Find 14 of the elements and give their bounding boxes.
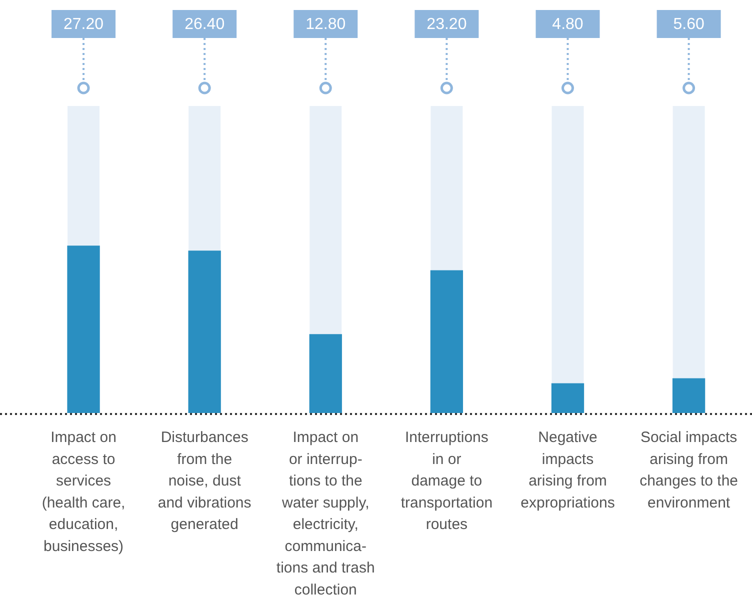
bar bbox=[672, 378, 706, 413]
data-label: 12.80 bbox=[306, 16, 346, 33]
x-tick-label: Disturbances from the noise, dust and vibrations generated bbox=[158, 429, 252, 534]
x-tick-label: Impact on access to services (health care, education, businesses) bbox=[42, 429, 126, 555]
x-tick-label: Impact on or interrup- tions to the water supply, electricity, communica- tions and trash collection bbox=[276, 429, 375, 598]
data-label: 5.60 bbox=[673, 16, 704, 33]
x-tick-label: Social impacts arising from changes to the environment bbox=[640, 429, 738, 512]
data-label: 27.20 bbox=[64, 16, 104, 33]
data-label: 26.40 bbox=[184, 16, 225, 33]
x-tick-label: Interruptions in or damage to transportation routes bbox=[400, 429, 493, 534]
data-label: 23.20 bbox=[426, 16, 467, 33]
x-tick-label: Negative impacts arising from expropriations bbox=[520, 429, 615, 512]
bar bbox=[551, 383, 584, 413]
data-label: 4.80 bbox=[552, 16, 584, 33]
